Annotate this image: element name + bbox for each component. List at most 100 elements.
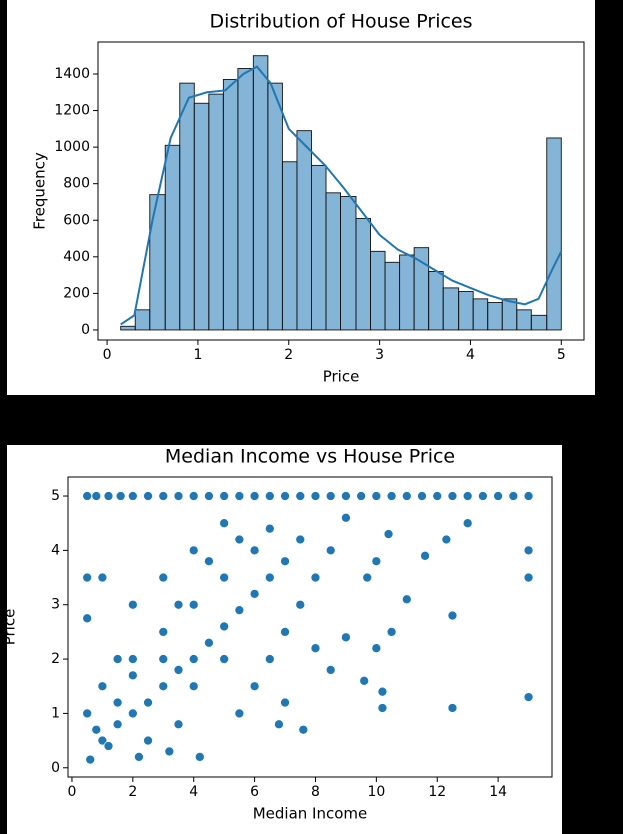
bar [370,250,386,331]
bar [149,194,166,331]
point [115,491,126,501]
x-tick-label: 1 [193,347,202,363]
point [386,627,397,637]
bar [134,309,151,331]
y-tick-label: 4 [51,542,60,558]
point [341,491,351,501]
point [91,491,102,501]
point [234,534,245,545]
y-tick-label: 3 [51,597,60,613]
point [447,703,458,713]
x-tick-label: 0 [103,347,112,363]
point [371,643,382,654]
x-tick-label: 6 [250,784,259,800]
x-tick-label: 0 [67,784,76,800]
point [158,572,169,583]
point [143,735,153,746]
bar [428,270,444,331]
point [264,654,275,664]
point [523,572,534,583]
axes-frame [97,41,585,341]
y-tick-label: 600 [63,212,90,228]
point [462,491,473,501]
point [523,545,534,556]
bar [399,254,415,331]
point [341,632,351,643]
point [173,665,184,675]
point [127,670,138,681]
bar [487,302,503,331]
point [264,523,275,534]
point [204,556,214,567]
point [249,588,260,599]
point [249,545,260,556]
x-tick-label: 14 [489,784,507,800]
point [377,686,388,697]
y-tick-label: 1000 [54,139,90,155]
point [325,665,336,675]
bar [340,196,357,331]
y-tick-label: 1 [51,705,60,721]
point [112,697,123,708]
bar [530,314,548,331]
bar [267,82,283,331]
point [173,599,184,610]
point [432,491,443,501]
point [219,518,230,529]
chart-title: Distribution of House Prices [209,11,472,33]
point [103,741,114,751]
point [356,491,366,501]
y-axis-label: Price [7,609,19,646]
point [523,491,534,501]
chart-title: Median Income vs House Price [165,446,455,468]
point [91,724,102,735]
bar [193,102,210,331]
point [420,550,430,561]
point [204,637,214,648]
point [325,491,336,501]
bar [325,192,341,331]
x-tick-label: 3 [375,347,384,363]
point [194,752,205,762]
bar [164,144,181,331]
x-axis-label: Price [323,368,360,386]
bar [237,68,254,331]
point [371,556,382,567]
point [523,692,534,702]
y-tick-label: 0 [51,760,60,776]
point [341,512,351,523]
bar [120,325,136,331]
y-tick-label: 1400 [54,66,90,82]
point [82,708,93,719]
x-tick-label: 5 [557,347,566,363]
point [249,681,260,692]
point [127,708,138,719]
point [359,675,370,686]
bar [179,82,195,331]
scatter-panel: Median Income vs House Price Median Incom… [7,445,562,834]
y-axis-label: Frequency [31,152,49,230]
point [362,572,373,583]
bar [472,298,489,331]
point [417,491,427,501]
point [310,643,321,654]
x-axis-label: Median Income [253,805,368,823]
point [103,491,114,501]
bar [458,291,474,331]
point [158,654,169,664]
point [441,534,452,545]
point [173,719,184,730]
bar [222,79,239,331]
point [158,491,169,501]
point [188,491,199,501]
bar [281,161,298,331]
x-tick-label: 4 [189,784,198,800]
point [401,594,412,605]
point [112,719,123,730]
bar [311,164,327,331]
point [112,654,123,664]
point [158,681,169,692]
y-tick-label: 1200 [54,103,90,119]
bar [442,287,460,331]
point [234,708,245,719]
